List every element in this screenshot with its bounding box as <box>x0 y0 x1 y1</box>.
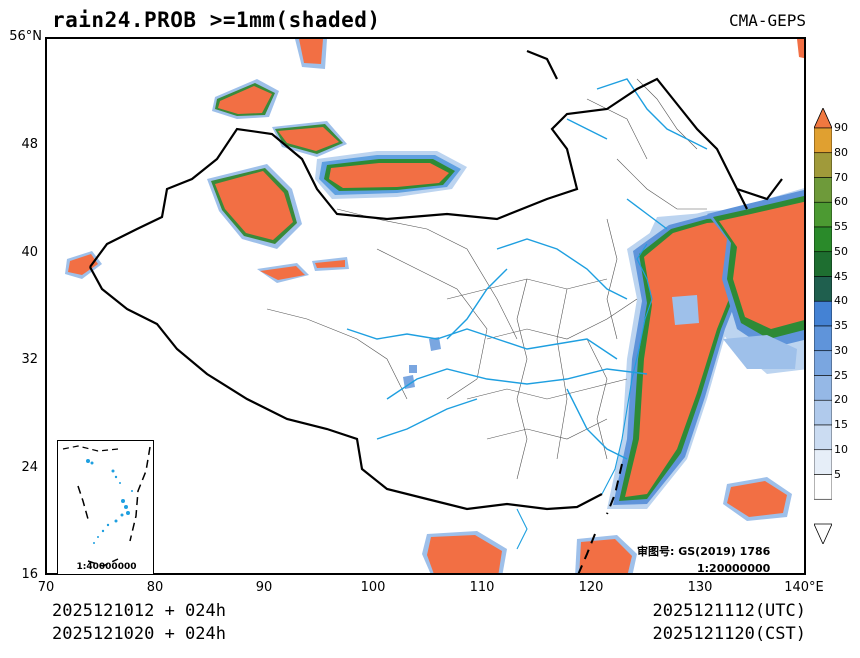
init-time-cst: 2025121020 + 024h <box>52 624 226 644</box>
colorbar <box>813 107 833 545</box>
province-boundaries <box>266 78 707 480</box>
lat-label-16: 16 <box>21 567 38 582</box>
main-scale-label: 1:20000000 <box>697 562 771 575</box>
colorbar-swatch <box>813 276 833 302</box>
lat-label-32: 32 <box>21 352 38 367</box>
colorbar-level-label: 80 <box>834 145 848 159</box>
lon-label-70: 70 <box>37 580 55 595</box>
colorbar-top-arrow <box>813 107 833 129</box>
map-approval-number: 审图号: GS(2019) 1786 <box>637 545 771 558</box>
map-panel[interactable] <box>45 37 806 575</box>
colorbar-level-label: 55 <box>834 220 848 233</box>
coastline <box>516 243 653 550</box>
colorbar-swatch <box>813 152 833 178</box>
colorbar-swatch <box>813 226 833 253</box>
colorbar-level-label: 10 <box>834 442 848 456</box>
colorbar-level-label: 45 <box>834 269 848 283</box>
colorbar-level-label: 40 <box>834 294 848 308</box>
colorbar-swatch <box>813 177 833 203</box>
lon-label-90: 90 <box>255 580 273 595</box>
lon-label-120: 120 <box>578 580 604 595</box>
colorbar-level-label: 30 <box>834 343 848 357</box>
colorbar-swatch <box>813 325 833 352</box>
colorbar-swatch <box>813 399 833 426</box>
colorbar-level-label: 50 <box>834 244 848 258</box>
national-border <box>89 49 783 511</box>
probability-shading <box>65 39 804 573</box>
colorbar-swatch <box>813 127 833 154</box>
colorbar-swatches <box>813 107 833 545</box>
colorbar-level-label: 25 <box>834 368 848 382</box>
inset-scale-label: 1:40000000 <box>76 562 137 572</box>
colorbar-swatch <box>813 201 833 228</box>
colorbar-swatch <box>813 424 833 451</box>
colorbar-bottom-arrow <box>813 523 833 545</box>
lat-label-40: 40 <box>21 245 38 260</box>
colorbar-swatch <box>813 449 833 475</box>
lon-label-140: 140°E <box>784 580 824 595</box>
colorbar-swatch <box>813 474 833 500</box>
maritime-boundary <box>577 463 623 573</box>
colorbar-level-label: 90 <box>834 121 848 134</box>
map-canvas <box>65 39 804 573</box>
valid-time-utc: 2025121112(UTC) <box>652 601 806 621</box>
colorbar-level-label: 60 <box>834 195 848 209</box>
lon-label-100: 100 <box>360 580 386 595</box>
colorbar-swatch <box>813 251 833 277</box>
colorbar-level-label: 70 <box>834 170 848 184</box>
colorbar-level-label: 5 <box>834 467 841 481</box>
south-china-sea-inset: 1:40000000 <box>57 440 154 575</box>
colorbar-swatch <box>813 375 833 401</box>
map-title: rain24.PROB >=1mm(shaded) <box>52 8 381 32</box>
colorbar-level-label: 20 <box>834 393 848 407</box>
colorbar-level-label: 15 <box>834 418 848 431</box>
colorbar-level-label: 35 <box>834 319 848 332</box>
lat-label-48: 48 <box>21 137 38 152</box>
colorbar-swatch <box>813 350 833 376</box>
lat-label-24: 24 <box>21 460 38 475</box>
valid-time-cst: 2025121120(CST) <box>652 624 806 644</box>
inset-canvas <box>62 445 151 567</box>
rivers <box>346 78 708 460</box>
source-label: CMA-GEPS <box>728 11 806 30</box>
init-time-utc: 2025121012 + 024h <box>52 601 226 621</box>
lon-label-80: 80 <box>146 580 164 595</box>
lon-label-130: 130 <box>687 580 713 595</box>
lon-label-110: 110 <box>469 580 495 595</box>
colorbar-swatch <box>813 300 833 327</box>
lat-label-56: 56°N <box>9 29 42 44</box>
